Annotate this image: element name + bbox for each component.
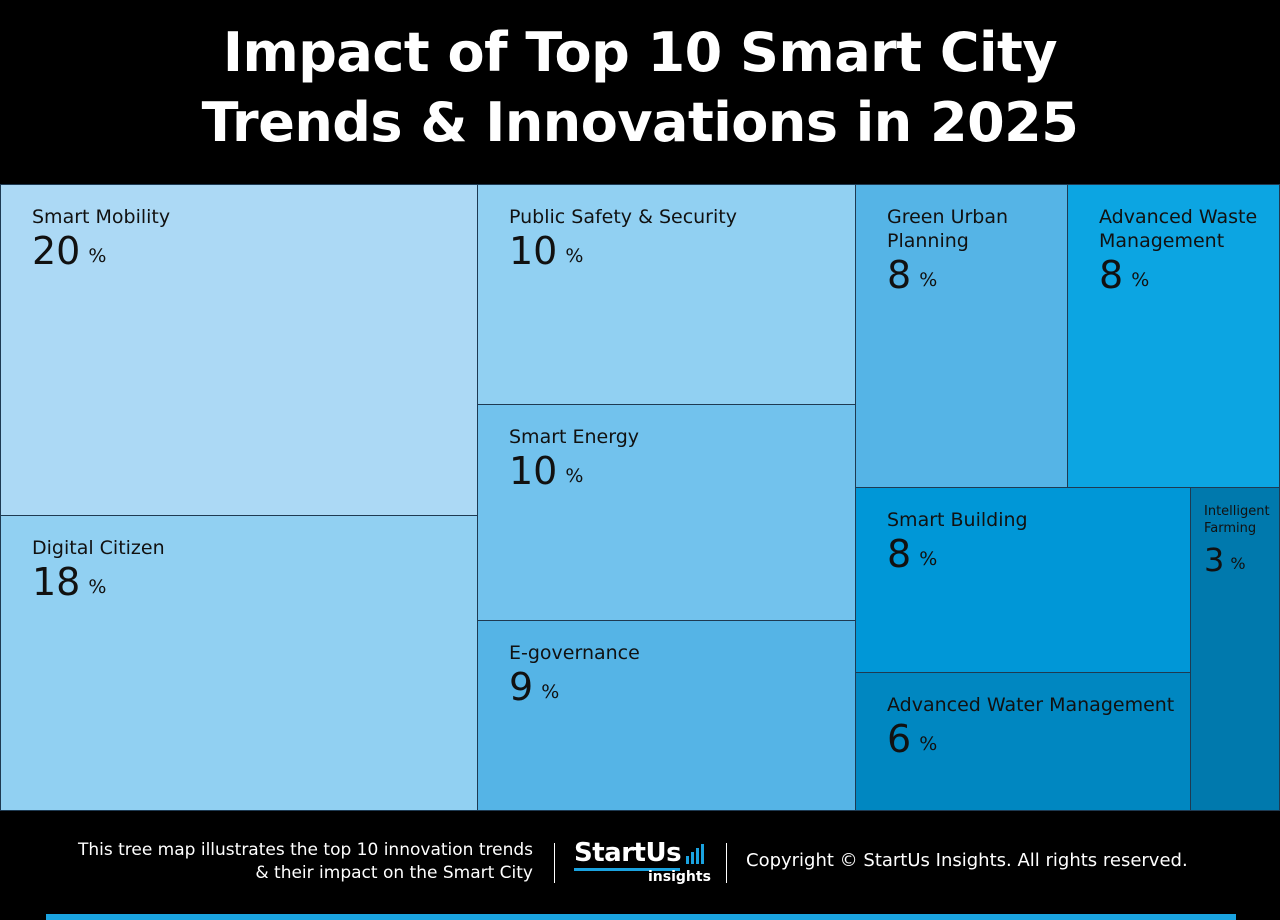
tile-label: Smart Mobility xyxy=(32,206,171,228)
tile-value-unit: % xyxy=(88,576,107,598)
tile-value-number: 18 xyxy=(32,560,81,604)
tile-value-number: 6 xyxy=(887,717,912,761)
tile-value-unit: % xyxy=(919,548,938,570)
tile-value-number: 3 xyxy=(1204,541,1225,579)
footer-divider-right xyxy=(726,843,727,883)
footer: This tree map illustrates the top 10 inn… xyxy=(0,811,1280,920)
treemap-tile-smart-energy: Smart Energy 10% xyxy=(477,404,856,621)
chart-title-line-2: Trends & Innovations in 2025 xyxy=(201,91,1079,154)
treemap-tile-e-governance: E-governance 9% xyxy=(477,620,856,811)
tile-value: 9% xyxy=(509,667,559,712)
tile-value-number: 20 xyxy=(32,229,81,273)
tile-value-number: 8 xyxy=(1099,253,1124,297)
treemap-tile-green-urban-planning: Green Urban Planning 8% xyxy=(855,184,1068,488)
tile-value: 10% xyxy=(509,451,583,496)
treemap-tile-intelligent-farming: Intelligent Farming 3% xyxy=(1190,487,1280,811)
footer-description-line-2: & their impact on the Smart City xyxy=(255,863,533,883)
tile-value-unit: % xyxy=(919,733,938,755)
tile-value-unit: % xyxy=(541,681,560,703)
tile-value-unit: % xyxy=(919,269,938,291)
tile-value-number: 9 xyxy=(509,665,534,709)
tile-label: Digital Citizen xyxy=(32,537,165,559)
logo-underline xyxy=(574,868,680,871)
tile-value-number: 8 xyxy=(887,253,912,297)
treemap: Smart Mobility 20% Digital Citizen 18% Publi… xyxy=(0,184,1280,811)
bar-chart-icon xyxy=(686,844,708,864)
tile-value-number: 10 xyxy=(509,449,558,493)
tile-value-unit: % xyxy=(88,245,107,267)
tile-label: E-governance xyxy=(509,642,640,664)
treemap-tile-smart-building: Smart Building 8% xyxy=(855,487,1191,673)
chart-title: Impact of Top 10 Smart City Trends & Inn… xyxy=(0,18,1280,158)
treemap-tile-public-safety-and-security: Public Safety & Security 10% xyxy=(477,184,856,405)
tile-value-number: 10 xyxy=(509,229,558,273)
tile-value-unit: % xyxy=(1230,554,1246,573)
startus-insights-logo: StartUs insights xyxy=(574,839,714,887)
tile-label: Public Safety & Security xyxy=(509,206,737,228)
tile-value: 8% xyxy=(887,534,937,579)
tile-value: 18% xyxy=(32,562,106,607)
treemap-tile-smart-mobility: Smart Mobility 20% xyxy=(0,184,478,516)
tile-label: Intelligent Farming xyxy=(1204,504,1270,536)
logo-brand: StartUs xyxy=(574,838,682,868)
tile-label: Advanced Water Management xyxy=(887,694,1175,716)
tile-value-unit: % xyxy=(1131,269,1150,291)
logo-sub: insights xyxy=(648,869,711,885)
tile-value-unit: % xyxy=(565,245,584,267)
tile-value: 8% xyxy=(887,255,937,300)
tile-value: 20% xyxy=(32,231,106,276)
copyright: Copyright © StartUs Insights. All rights… xyxy=(746,850,1188,871)
footer-divider-left xyxy=(554,843,555,883)
footer-description: This tree map illustrates the top 10 inn… xyxy=(30,839,533,885)
tile-value-number: 8 xyxy=(887,532,912,576)
tile-value: 6% xyxy=(887,719,937,764)
treemap-tile-advanced-water-management: Advanced Water Management 6% xyxy=(855,672,1191,811)
tile-value: 10% xyxy=(509,231,583,276)
chart-title-line-1: Impact of Top 10 Smart City xyxy=(222,21,1058,84)
tile-value: 8% xyxy=(1099,255,1149,300)
tile-label: Advanced Waste Management xyxy=(1099,206,1258,252)
treemap-tile-advanced-waste-management: Advanced Waste Management 8% xyxy=(1067,184,1280,488)
tile-label: Smart Energy xyxy=(509,426,640,448)
treemap-tile-digital-citizen: Digital Citizen 18% xyxy=(0,515,478,811)
tile-value: 3% xyxy=(1204,540,1246,584)
tile-value-unit: % xyxy=(565,465,584,487)
tile-label: Smart Building xyxy=(887,509,1028,531)
tile-label: Green Urban Planning xyxy=(887,206,1009,252)
bottom-accent-bar xyxy=(46,914,1236,920)
footer-description-line-1: This tree map illustrates the top 10 inn… xyxy=(77,840,533,860)
